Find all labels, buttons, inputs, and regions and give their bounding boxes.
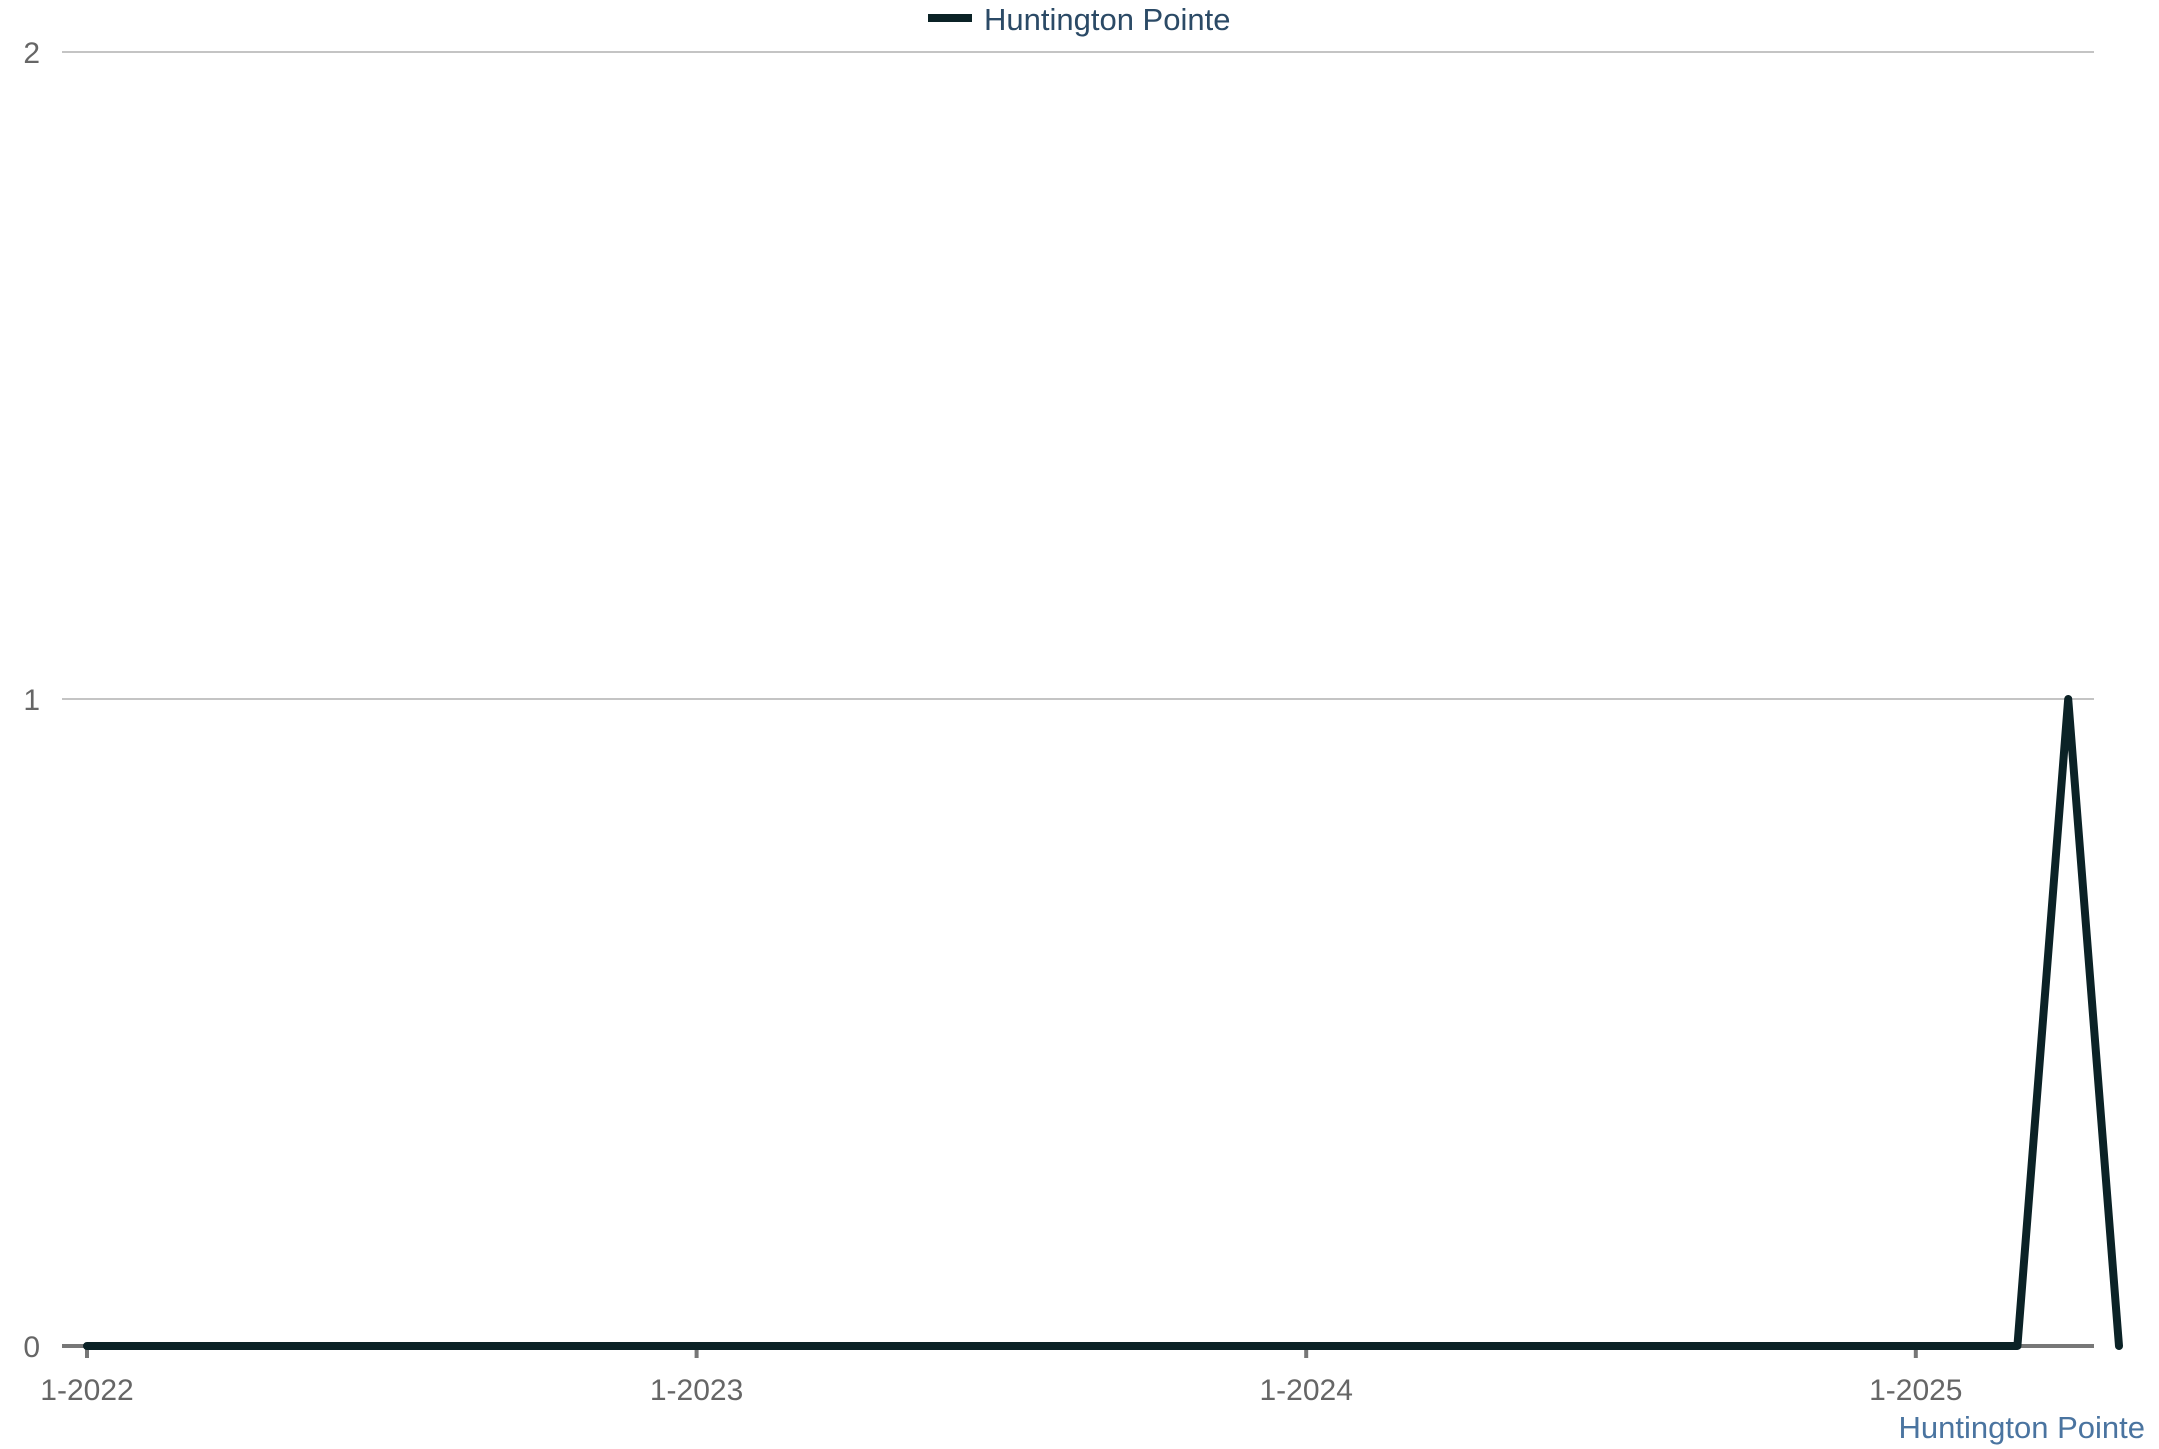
axes: 0 1 2 1-2022 1-2023 1-2024 1-2025 bbox=[23, 37, 2094, 1407]
y-tick-label: 0 bbox=[23, 1331, 40, 1364]
y-tick-label: 1 bbox=[23, 684, 40, 717]
legend-label: Huntington Pointe bbox=[984, 2, 1230, 37]
series-lines bbox=[83, 695, 2123, 1350]
legend-swatch-huntington-pointe bbox=[928, 14, 972, 22]
x-tick-label: 1-2022 bbox=[40, 1374, 133, 1407]
series-line-0[interactable] bbox=[83, 695, 2123, 1350]
chart-credit: Huntington Pointe bbox=[1899, 1410, 2145, 1445]
x-tick-label: 1-2025 bbox=[1869, 1374, 1962, 1407]
x-tick-label: 1-2023 bbox=[650, 1374, 743, 1407]
grid-lines bbox=[62, 51, 2094, 700]
y-tick-label: 2 bbox=[23, 37, 40, 70]
legend[interactable]: Huntington Pointe bbox=[928, 2, 1230, 37]
x-tick-label: 1-2024 bbox=[1259, 1374, 1352, 1407]
